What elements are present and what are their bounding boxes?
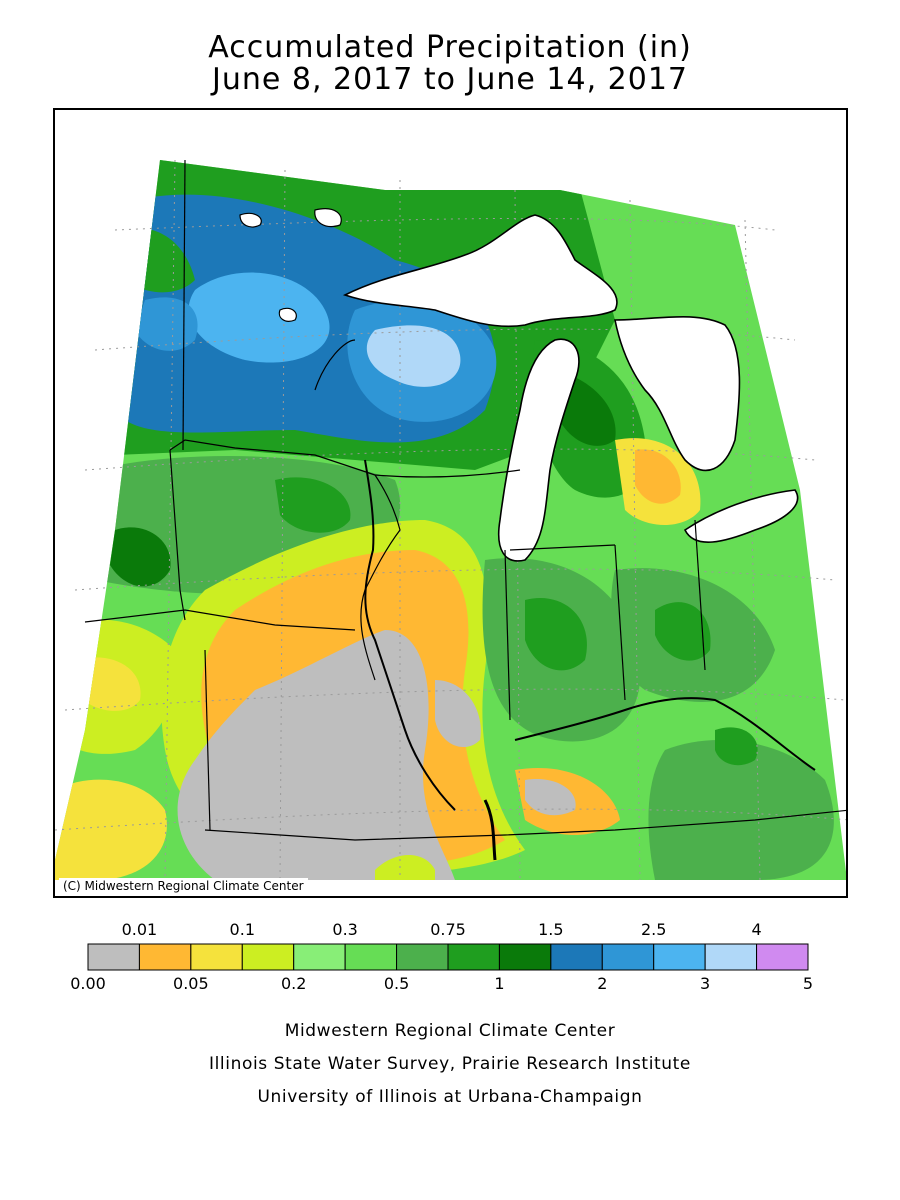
legend-lower-label: 1 [494,974,505,993]
precipitation-map: (C) Midwestern Regional Climate Center [53,108,848,898]
red-lake [239,212,262,228]
legend-upper-label: 0.3 [332,920,358,939]
legend-swatch [550,943,603,971]
legend-swatch [293,943,346,971]
rivers [364,459,816,861]
legend-swatch [190,943,243,971]
legend-swatch [756,943,809,971]
credit-uiuc: University of Illinois at Urbana-Champai… [257,1087,643,1107]
legend-swatch [241,943,295,971]
legend-swatch [498,943,552,971]
legend-swatch [87,943,140,971]
border-mi-in [509,544,616,551]
legend-swatch [447,943,500,971]
legend-upper-label: 1.5 [538,920,564,939]
credit-isws: Illinois State Water Survey, Prairie Res… [209,1054,691,1074]
border-il-in [504,549,511,721]
map-title: Accumulated Precipitation (in) [208,30,692,65]
legend-swatch [653,943,706,971]
border-nd-mn [182,159,186,451]
border-wi-il [374,469,521,478]
ohio-river [514,697,816,771]
border-mn-ia [169,439,376,476]
legend-lower-label: 5 [802,974,814,993]
legend-lower-label: 2 [597,974,608,993]
legend-swatch [344,943,398,971]
lake-erie [683,489,799,543]
legend-swatch [601,943,655,971]
legend-lower-label: 0.00 [70,974,106,993]
border-oh-pa [694,519,706,671]
credit-mrcc: Midwestern Regional Climate Center [284,1021,616,1041]
lake-of-woods [314,208,342,228]
great-lakes [342,214,799,562]
border-ia-il [360,474,401,681]
legend-upper-label: 4 [751,920,762,939]
legend-swatch [396,943,449,971]
legend-swatch [138,943,192,971]
legend-upper-label: 2.5 [640,920,667,939]
lake-huron [614,315,741,472]
mississippi-river [364,459,456,811]
mille-lacs [278,307,297,322]
legend-swatch [704,943,758,971]
legend-lower-label: 3 [700,974,711,993]
lake-superior [342,214,618,328]
legend-lower-label: 0.05 [173,974,209,993]
map-date-range: June 8, 2017 to June 14, 2017 [211,62,689,97]
map-canvas [55,159,846,881]
legend-color-bar [87,943,809,971]
legend-upper-label: 0.1 [229,920,256,939]
border-ia-mo [84,609,356,631]
border-in-oh [614,544,626,701]
legend-lower-label: 0.5 [383,974,410,993]
copyright-label: (C) Midwestern Regional Climate Center [59,878,308,894]
legend-upper-label: 0.75 [430,920,466,939]
lake-michigan [498,338,580,562]
legend-lower-label: 0.2 [280,974,307,993]
border-southern [204,809,846,841]
state-boundaries [84,159,846,841]
small-lakes [239,208,342,322]
color-legend: 0.01 0.1 0.3 0.75 1.5 2.5 4 0.00 0.05 0.2 0.5 1 2 3 5 [60,920,840,1000]
border-ks-mo [204,649,211,831]
kentucky-lake [483,799,497,861]
border-wi-mn [314,339,356,391]
legend-upper-label: 0.01 [121,920,158,939]
